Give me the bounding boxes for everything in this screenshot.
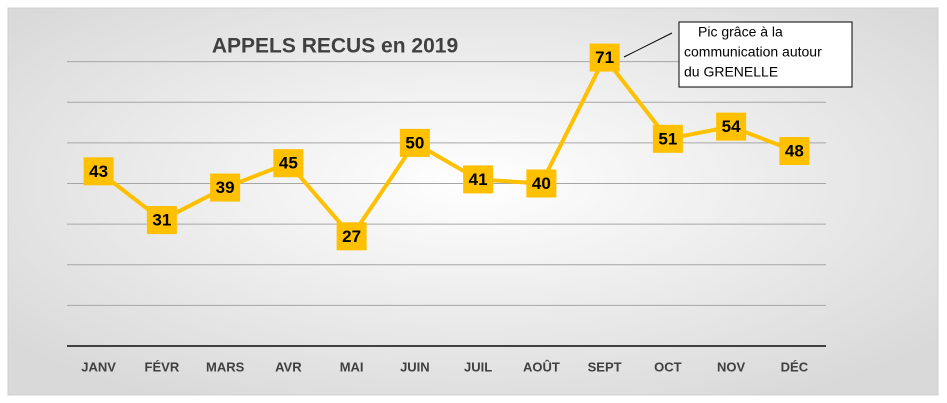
marker: [652, 124, 683, 153]
x-tick-label: JUIN: [400, 359, 430, 374]
marker: [336, 222, 367, 251]
x-tick-label: MARS: [206, 359, 245, 374]
annotation-box: [678, 21, 853, 88]
marker: [463, 165, 494, 194]
data-label: 27: [342, 227, 361, 246]
annotation-text: communication autour: [684, 44, 822, 60]
data-label: 71: [595, 48, 614, 67]
data-label: 51: [658, 129, 677, 148]
data-label: 45: [279, 154, 298, 173]
x-tick-label: OCT: [654, 359, 682, 374]
marker: [146, 206, 177, 235]
data-label: 50: [405, 133, 424, 152]
marker: [399, 128, 430, 157]
data-label: 48: [785, 141, 804, 160]
data-label: 54: [722, 117, 741, 136]
marker: [526, 169, 557, 198]
data-label: 39: [216, 178, 235, 197]
marker: [273, 149, 304, 178]
data-label: 40: [532, 174, 551, 193]
data-label: 41: [469, 170, 488, 189]
data-label: 31: [152, 211, 171, 230]
chart-title: APPELS RECUS en 2019: [212, 35, 458, 58]
marker: [83, 157, 114, 186]
marker: [779, 137, 810, 165]
x-tick-label: MAI: [340, 359, 364, 374]
x-tick-label: NOV: [717, 359, 746, 374]
annotation-text: Pic grâce à la: [698, 24, 783, 40]
x-tick-label: JUIL: [464, 359, 492, 374]
annotation-leader: [623, 32, 673, 58]
x-tick-label: SEPT: [588, 359, 622, 374]
x-tick-label: AVR: [275, 359, 302, 374]
marker: [589, 43, 620, 72]
x-tick-label: DÉC: [781, 359, 809, 374]
marker: [210, 173, 241, 202]
x-tick-label: AOÛT: [523, 359, 560, 374]
data-label: 43: [89, 162, 108, 181]
x-tick-label: JANV: [81, 359, 116, 374]
annotation-text: du GRENELLE: [684, 64, 778, 80]
marker: [716, 112, 747, 141]
x-tick-label: FÉVR: [145, 359, 180, 374]
